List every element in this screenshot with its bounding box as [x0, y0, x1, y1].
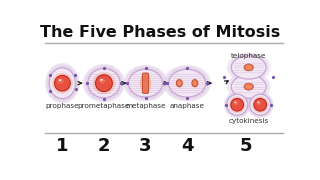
Ellipse shape [175, 79, 183, 88]
Ellipse shape [228, 73, 269, 100]
Ellipse shape [48, 67, 76, 100]
Ellipse shape [178, 81, 181, 85]
Ellipse shape [85, 67, 122, 100]
Text: anaphase: anaphase [170, 103, 204, 109]
Ellipse shape [254, 98, 267, 111]
Ellipse shape [140, 73, 151, 93]
Ellipse shape [87, 68, 121, 99]
Ellipse shape [257, 102, 261, 105]
Ellipse shape [230, 55, 268, 80]
Ellipse shape [227, 94, 248, 115]
Ellipse shape [99, 79, 105, 83]
Ellipse shape [164, 66, 211, 101]
Ellipse shape [96, 75, 112, 92]
Ellipse shape [92, 72, 116, 95]
Ellipse shape [231, 75, 266, 98]
Text: prometaphase: prometaphase [78, 103, 130, 109]
Ellipse shape [225, 93, 249, 117]
Text: 4: 4 [181, 137, 193, 155]
Ellipse shape [234, 102, 236, 103]
FancyBboxPatch shape [142, 73, 148, 93]
Ellipse shape [129, 69, 163, 97]
Ellipse shape [126, 67, 165, 99]
Ellipse shape [59, 79, 61, 81]
Text: 2: 2 [98, 137, 110, 155]
Ellipse shape [124, 66, 167, 101]
Text: 5: 5 [239, 137, 252, 155]
Ellipse shape [250, 94, 271, 115]
Ellipse shape [46, 64, 79, 103]
Ellipse shape [52, 73, 73, 94]
Ellipse shape [46, 65, 78, 102]
Ellipse shape [165, 66, 210, 100]
Text: prophase: prophase [45, 103, 79, 109]
Ellipse shape [100, 79, 103, 81]
Ellipse shape [248, 93, 272, 117]
Ellipse shape [192, 80, 198, 87]
Ellipse shape [226, 93, 249, 116]
Text: metaphase: metaphase [125, 103, 166, 109]
Ellipse shape [169, 69, 205, 97]
Ellipse shape [231, 98, 244, 111]
Ellipse shape [47, 66, 77, 101]
Ellipse shape [166, 67, 208, 99]
Ellipse shape [227, 72, 270, 101]
Ellipse shape [230, 97, 244, 112]
Ellipse shape [49, 68, 76, 99]
Ellipse shape [83, 64, 124, 102]
Ellipse shape [94, 73, 114, 93]
Ellipse shape [231, 56, 266, 79]
Ellipse shape [176, 80, 182, 87]
Ellipse shape [234, 102, 238, 105]
Ellipse shape [224, 92, 250, 118]
Ellipse shape [246, 65, 251, 69]
Text: The Five Phases of Mitosis: The Five Phases of Mitosis [40, 25, 280, 40]
Ellipse shape [246, 85, 251, 89]
Ellipse shape [231, 56, 266, 79]
Ellipse shape [54, 75, 70, 91]
Ellipse shape [54, 75, 70, 91]
Ellipse shape [250, 94, 271, 115]
Ellipse shape [58, 79, 64, 83]
Ellipse shape [231, 75, 266, 98]
Ellipse shape [127, 68, 164, 98]
Ellipse shape [88, 69, 120, 98]
Ellipse shape [167, 68, 207, 98]
Ellipse shape [257, 102, 260, 103]
Ellipse shape [249, 93, 272, 116]
Ellipse shape [253, 97, 268, 112]
Ellipse shape [244, 83, 253, 90]
Ellipse shape [254, 98, 267, 111]
Ellipse shape [84, 66, 124, 101]
Ellipse shape [231, 98, 244, 111]
Ellipse shape [228, 96, 246, 113]
Ellipse shape [96, 75, 112, 92]
Ellipse shape [230, 74, 268, 99]
Ellipse shape [49, 68, 76, 99]
Ellipse shape [227, 53, 270, 82]
Ellipse shape [169, 69, 205, 97]
Text: telophase: telophase [231, 53, 267, 58]
Ellipse shape [125, 66, 166, 100]
Ellipse shape [53, 74, 72, 93]
Ellipse shape [88, 69, 120, 98]
Ellipse shape [227, 94, 248, 115]
Ellipse shape [228, 54, 269, 81]
Ellipse shape [193, 81, 196, 85]
Text: 1: 1 [56, 137, 68, 155]
Text: cytokinesis: cytokinesis [228, 118, 269, 124]
Ellipse shape [191, 79, 199, 88]
Ellipse shape [129, 69, 163, 97]
Ellipse shape [247, 92, 273, 118]
Ellipse shape [252, 96, 269, 113]
Text: 3: 3 [139, 137, 152, 155]
Ellipse shape [244, 64, 253, 71]
